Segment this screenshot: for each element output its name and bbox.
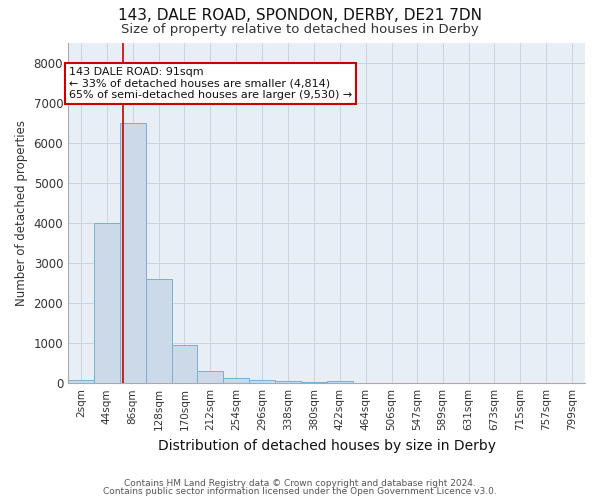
X-axis label: Distribution of detached houses by size in Derby: Distribution of detached houses by size …: [158, 438, 496, 452]
Bar: [120, 122, 146, 383]
Bar: [172, 345, 197, 383]
Y-axis label: Number of detached properties: Number of detached properties: [15, 120, 28, 306]
Text: Contains public sector information licensed under the Open Government Licence v3: Contains public sector information licen…: [103, 487, 497, 496]
Bar: [197, 371, 223, 383]
Bar: [94, 223, 120, 383]
Bar: [68, 380, 94, 383]
Text: 143 DALE ROAD: 91sqm
← 33% of detached houses are smaller (4,814)
65% of semi-de: 143 DALE ROAD: 91sqm ← 33% of detached h…: [69, 66, 353, 100]
Bar: [275, 381, 301, 383]
Text: Size of property relative to detached houses in Derby: Size of property relative to detached ho…: [121, 24, 479, 36]
Bar: [223, 378, 249, 383]
Bar: [327, 381, 353, 383]
Bar: [249, 380, 275, 383]
Text: 143, DALE ROAD, SPONDON, DERBY, DE21 7DN: 143, DALE ROAD, SPONDON, DERBY, DE21 7DN: [118, 8, 482, 22]
Bar: [146, 279, 172, 383]
Text: Contains HM Land Registry data © Crown copyright and database right 2024.: Contains HM Land Registry data © Crown c…: [124, 478, 476, 488]
Bar: [301, 382, 327, 383]
